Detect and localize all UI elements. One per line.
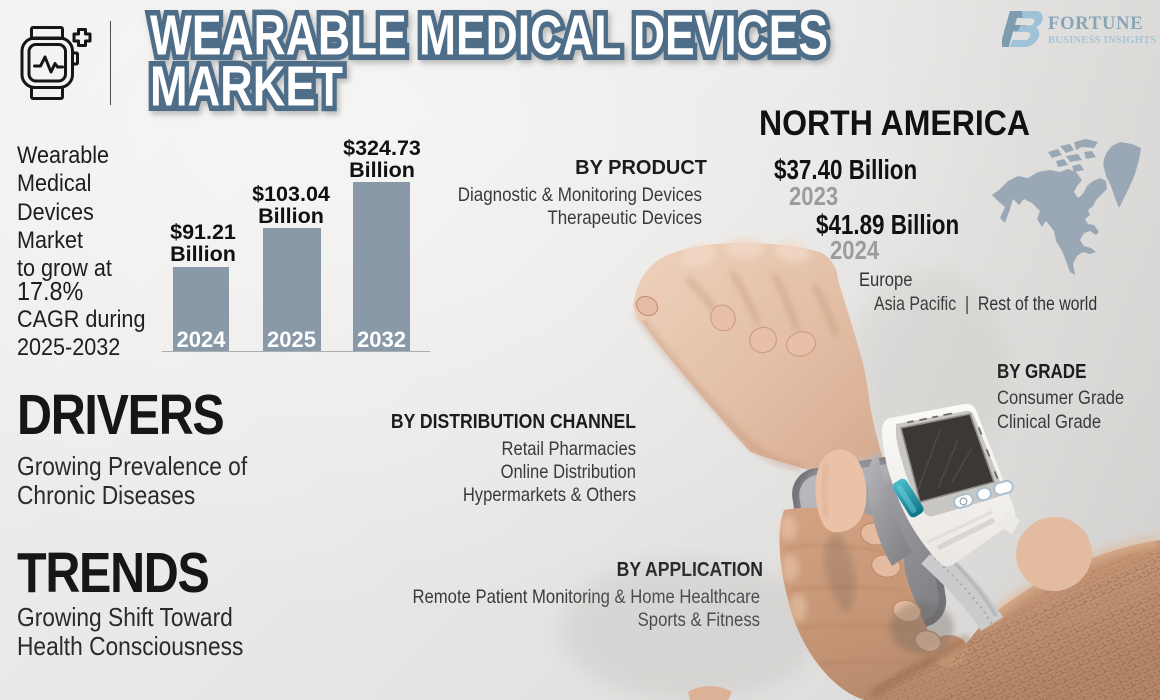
- svg-text:BUSINESS INSIGHTS: BUSINESS INSIGHTS: [1048, 35, 1157, 46]
- svg-text:MARKET: MARKET: [150, 55, 343, 119]
- svg-text:FORTUNE: FORTUNE: [1048, 14, 1143, 34]
- svg-text:WEARABLE MEDICAL DEVICES: WEARABLE MEDICAL DEVICES: [150, 4, 828, 68]
